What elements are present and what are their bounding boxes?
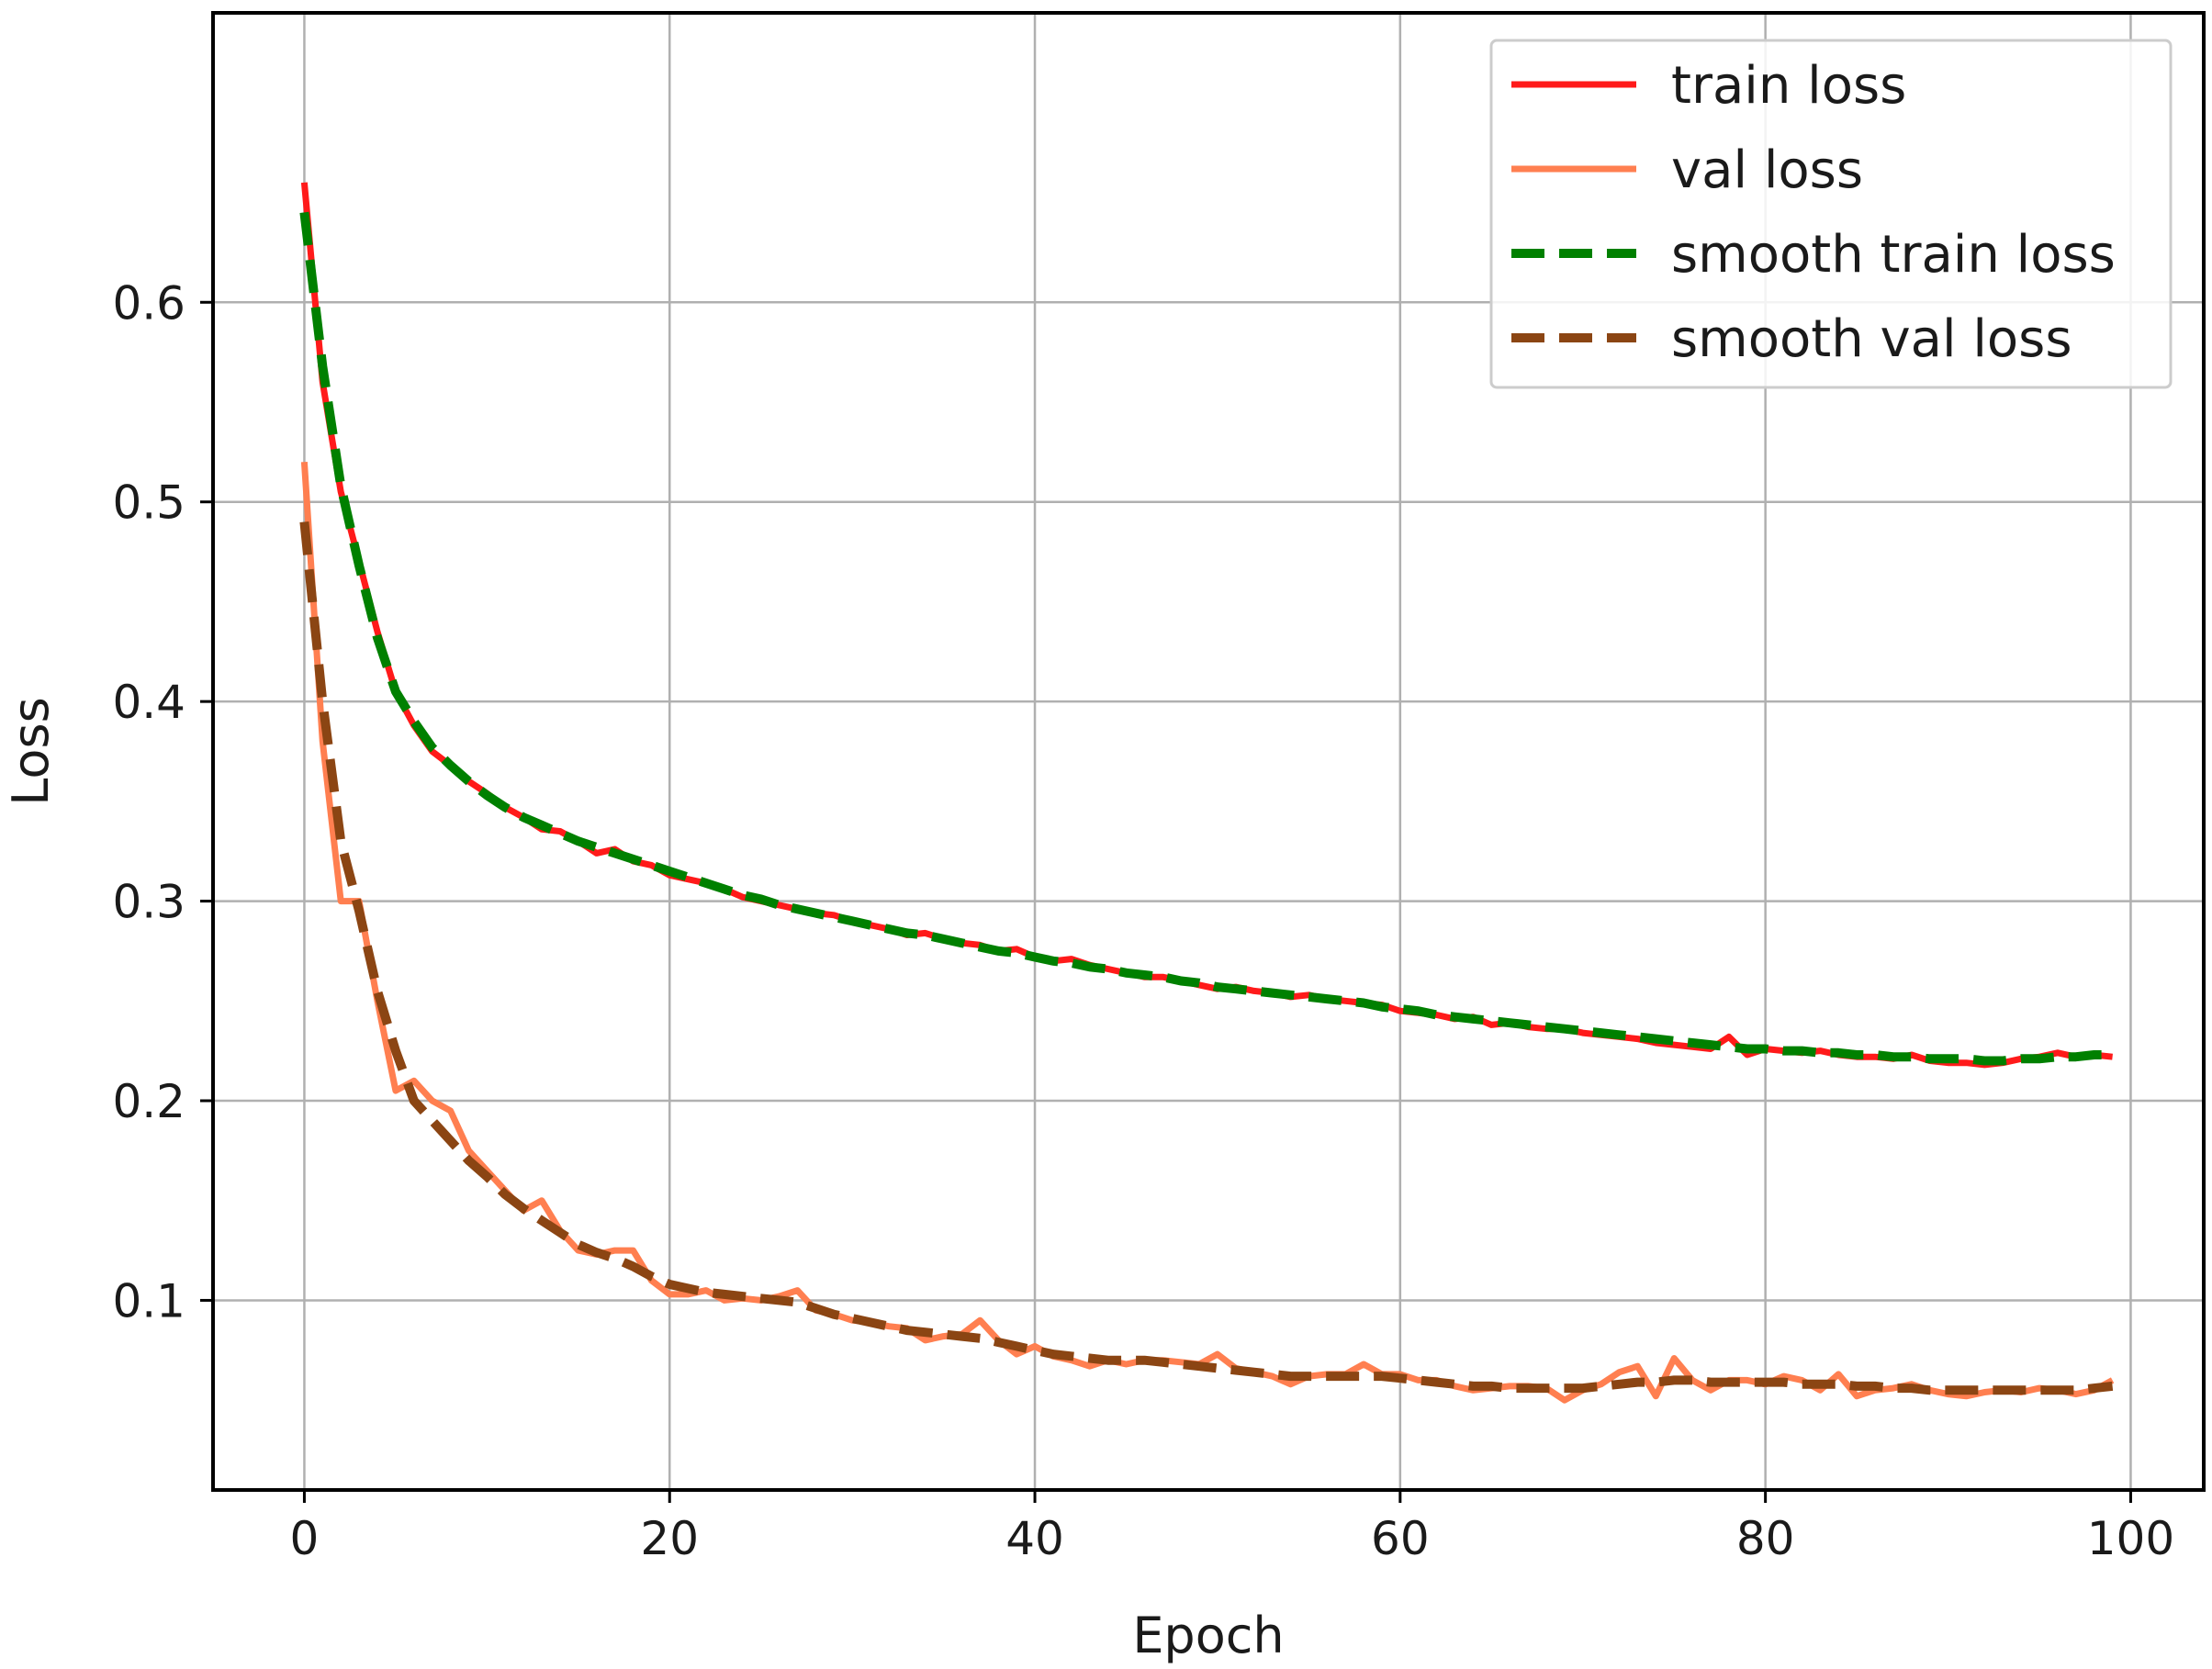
legend-label: val loss	[1671, 140, 1863, 200]
y-axis-ticks: 0.1 0.2 0.3 0.4 0.5 0.6	[112, 276, 213, 1327]
y-tick-label: 0.5	[112, 476, 185, 530]
x-tick-label: 100	[2087, 1512, 2174, 1565]
x-tick-label: 60	[1371, 1512, 1430, 1565]
series-line-smooth-train-loss	[299, 211, 2113, 1066]
y-tick-label: 0.3	[112, 876, 185, 929]
legend-label: smooth train loss	[1671, 225, 2116, 285]
legend-box	[1489, 39, 2173, 389]
plot-frame	[211, 11, 2206, 1492]
series-line-smooth-val-loss	[299, 521, 2114, 1395]
y-tick-label: 0.1	[112, 1274, 185, 1327]
y-axis-label: Loss	[2, 697, 60, 805]
y-tick-label: 0.4	[112, 676, 185, 729]
x-axis-label: Epoch	[1132, 1607, 1284, 1664]
x-tick-label: 80	[1736, 1512, 1795, 1565]
x-tick-label: 0	[290, 1512, 320, 1565]
legend-label: smooth val loss	[1671, 309, 2072, 369]
legend: train loss val loss smooth train loss smoot…	[1489, 39, 2173, 389]
x-tick-label: 40	[1005, 1512, 1064, 1565]
x-axis-ticks: 0 20 40 60 80 100	[290, 1490, 2174, 1565]
legend-label: train loss	[1671, 56, 1906, 116]
y-tick-label: 0.6	[112, 276, 185, 330]
series-layer	[299, 182, 2115, 1404]
x-tick-label: 20	[640, 1512, 699, 1565]
grid-lines	[213, 13, 2204, 1490]
y-tick-label: 0.2	[112, 1075, 185, 1128]
